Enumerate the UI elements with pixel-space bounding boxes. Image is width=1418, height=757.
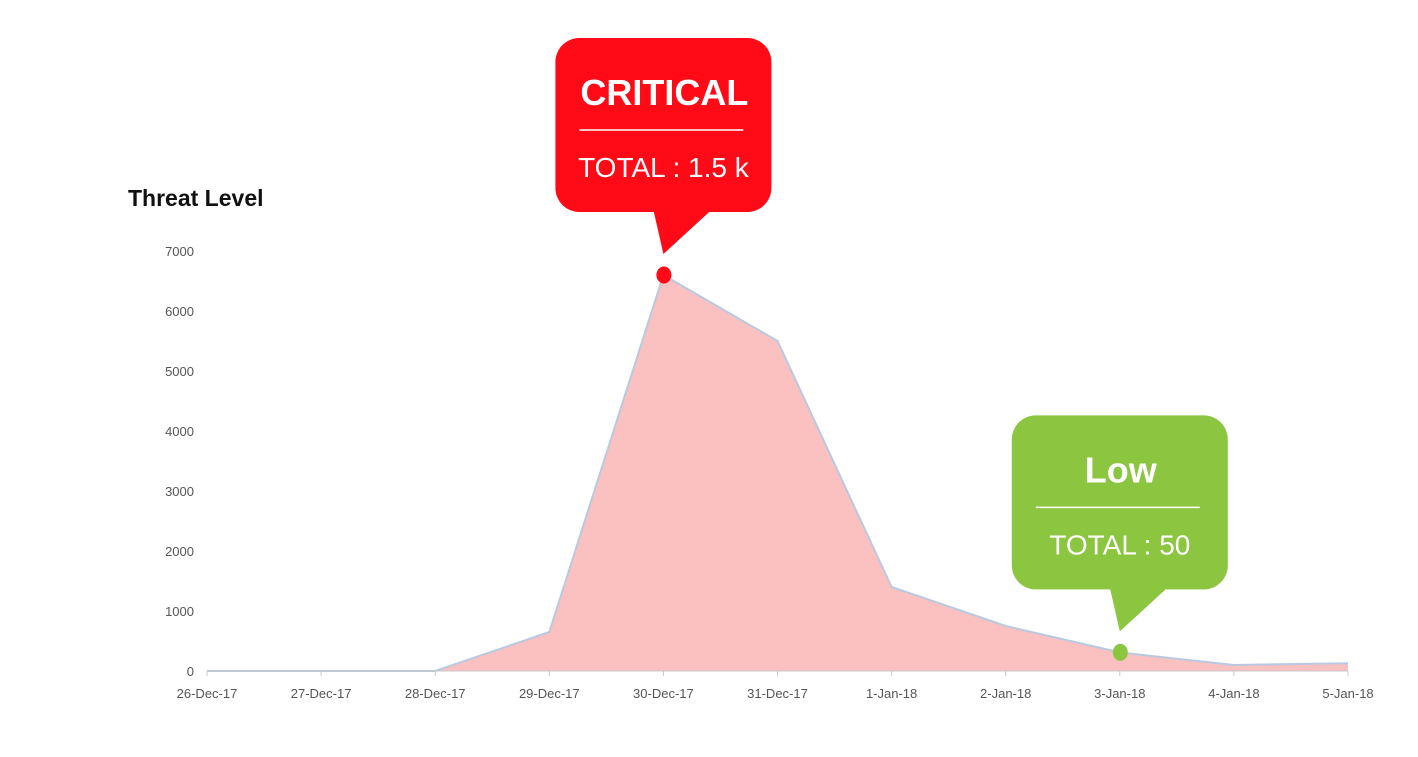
callout-critical: CRITICAL TOTAL : 1.5 k	[555, 38, 772, 284]
callout-title: Low	[1085, 449, 1158, 490]
callout-box	[555, 38, 772, 212]
y-tick-label: 5000	[165, 364, 194, 379]
y-axis: 0 1000 2000 3000 4000 5000 6000 7000	[165, 244, 194, 679]
x-tick-label: 1-Jan-18	[866, 686, 917, 701]
callout-marker	[656, 266, 672, 284]
callout-box	[1011, 415, 1228, 590]
x-tick-label: 3-Jan-18	[1094, 686, 1145, 701]
y-tick-label: 1000	[165, 604, 194, 619]
callout-marker	[1112, 643, 1128, 661]
x-tick-label: 2-Jan-18	[980, 686, 1031, 701]
y-tick-label: 0	[187, 664, 194, 679]
series-area	[207, 275, 1348, 671]
y-tick-label: 4000	[165, 424, 194, 439]
x-tick-label: 30-Dec-17	[633, 686, 694, 701]
callout-title: CRITICAL	[580, 72, 748, 113]
y-axis-title: Threat Level	[128, 185, 264, 211]
y-tick-label: 6000	[165, 304, 194, 319]
x-tick-label: 28-Dec-17	[405, 686, 466, 701]
x-tick-label: 4-Jan-18	[1208, 686, 1259, 701]
callouts: CRITICAL TOTAL : 1.5 k Low TOTAL : 50	[555, 38, 1228, 661]
callout-low: Low TOTAL : 50	[1011, 415, 1228, 661]
y-tick-label: 2000	[165, 544, 194, 559]
x-tick-label: 26-Dec-17	[177, 686, 238, 701]
callout-total: TOTAL : 1.5 k	[578, 152, 750, 183]
x-axis: 26-Dec-17 27-Dec-17 28-Dec-17 29-Dec-17 30-D…	[177, 671, 1374, 701]
x-tick-label: 27-Dec-17	[291, 686, 352, 701]
x-tick-label: 31-Dec-17	[747, 686, 808, 701]
callout-pointer	[653, 210, 712, 254]
x-tick-label: 5-Jan-18	[1322, 686, 1373, 701]
callout-pointer	[1109, 587, 1168, 632]
callout-total: TOTAL : 50	[1049, 529, 1190, 560]
x-tick-label: 29-Dec-17	[519, 686, 580, 701]
y-tick-label: 3000	[165, 484, 194, 499]
y-tick-label: 7000	[165, 244, 194, 259]
